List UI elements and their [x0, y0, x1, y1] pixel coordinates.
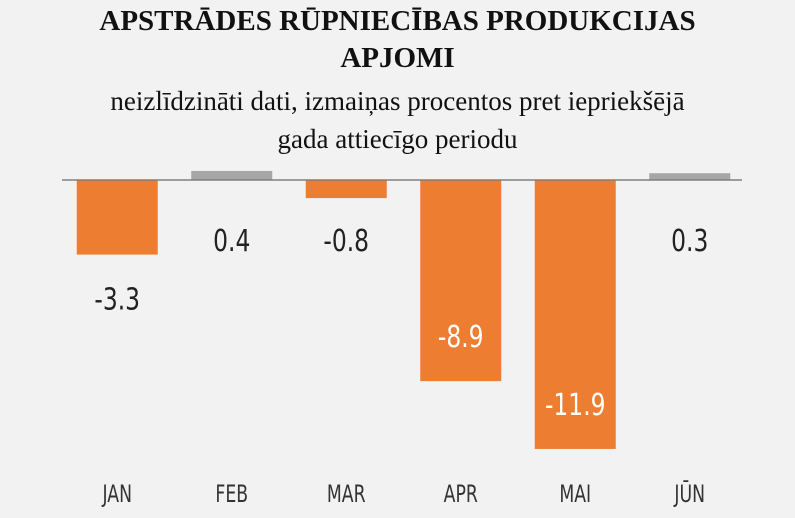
chart-subtitle-line-1: neizlīdzināti dati, izmaiņas procentos p…: [110, 86, 685, 116]
bar-mar: [305, 180, 387, 199]
value-label-feb: 0.4: [213, 224, 250, 259]
bar-apr: [420, 180, 502, 382]
value-label-jūn: 0.3: [671, 224, 708, 259]
value-label-mar: -0.8: [323, 224, 369, 259]
value-label-mai: -11.9: [545, 388, 606, 423]
x-tick-label-apr: APR: [444, 480, 478, 508]
chart-title-line-2: APJOMI: [340, 42, 455, 74]
bar-jan: [76, 180, 158, 255]
value-label-apr: -8.9: [438, 320, 484, 355]
x-tick-label-mar: MAR: [327, 480, 366, 508]
bar-mai: [534, 180, 616, 449]
x-tick-label-feb: FEB: [215, 480, 248, 508]
bar-jūn: [649, 173, 731, 180]
x-tick-label-jan: JAN: [101, 480, 132, 508]
chart-subtitle-line-2: gada attiecīgo periodu: [277, 124, 518, 154]
bar-feb: [191, 170, 273, 180]
x-tick-label-jūn: JŪN: [673, 479, 705, 508]
x-tick-label-mai: MAI: [559, 480, 591, 508]
chart-title-line-1: APSTRĀDES RŪPNIECĪBAS PRODUKCIJAS: [99, 5, 696, 37]
value-label-jan: -3.3: [94, 283, 140, 318]
